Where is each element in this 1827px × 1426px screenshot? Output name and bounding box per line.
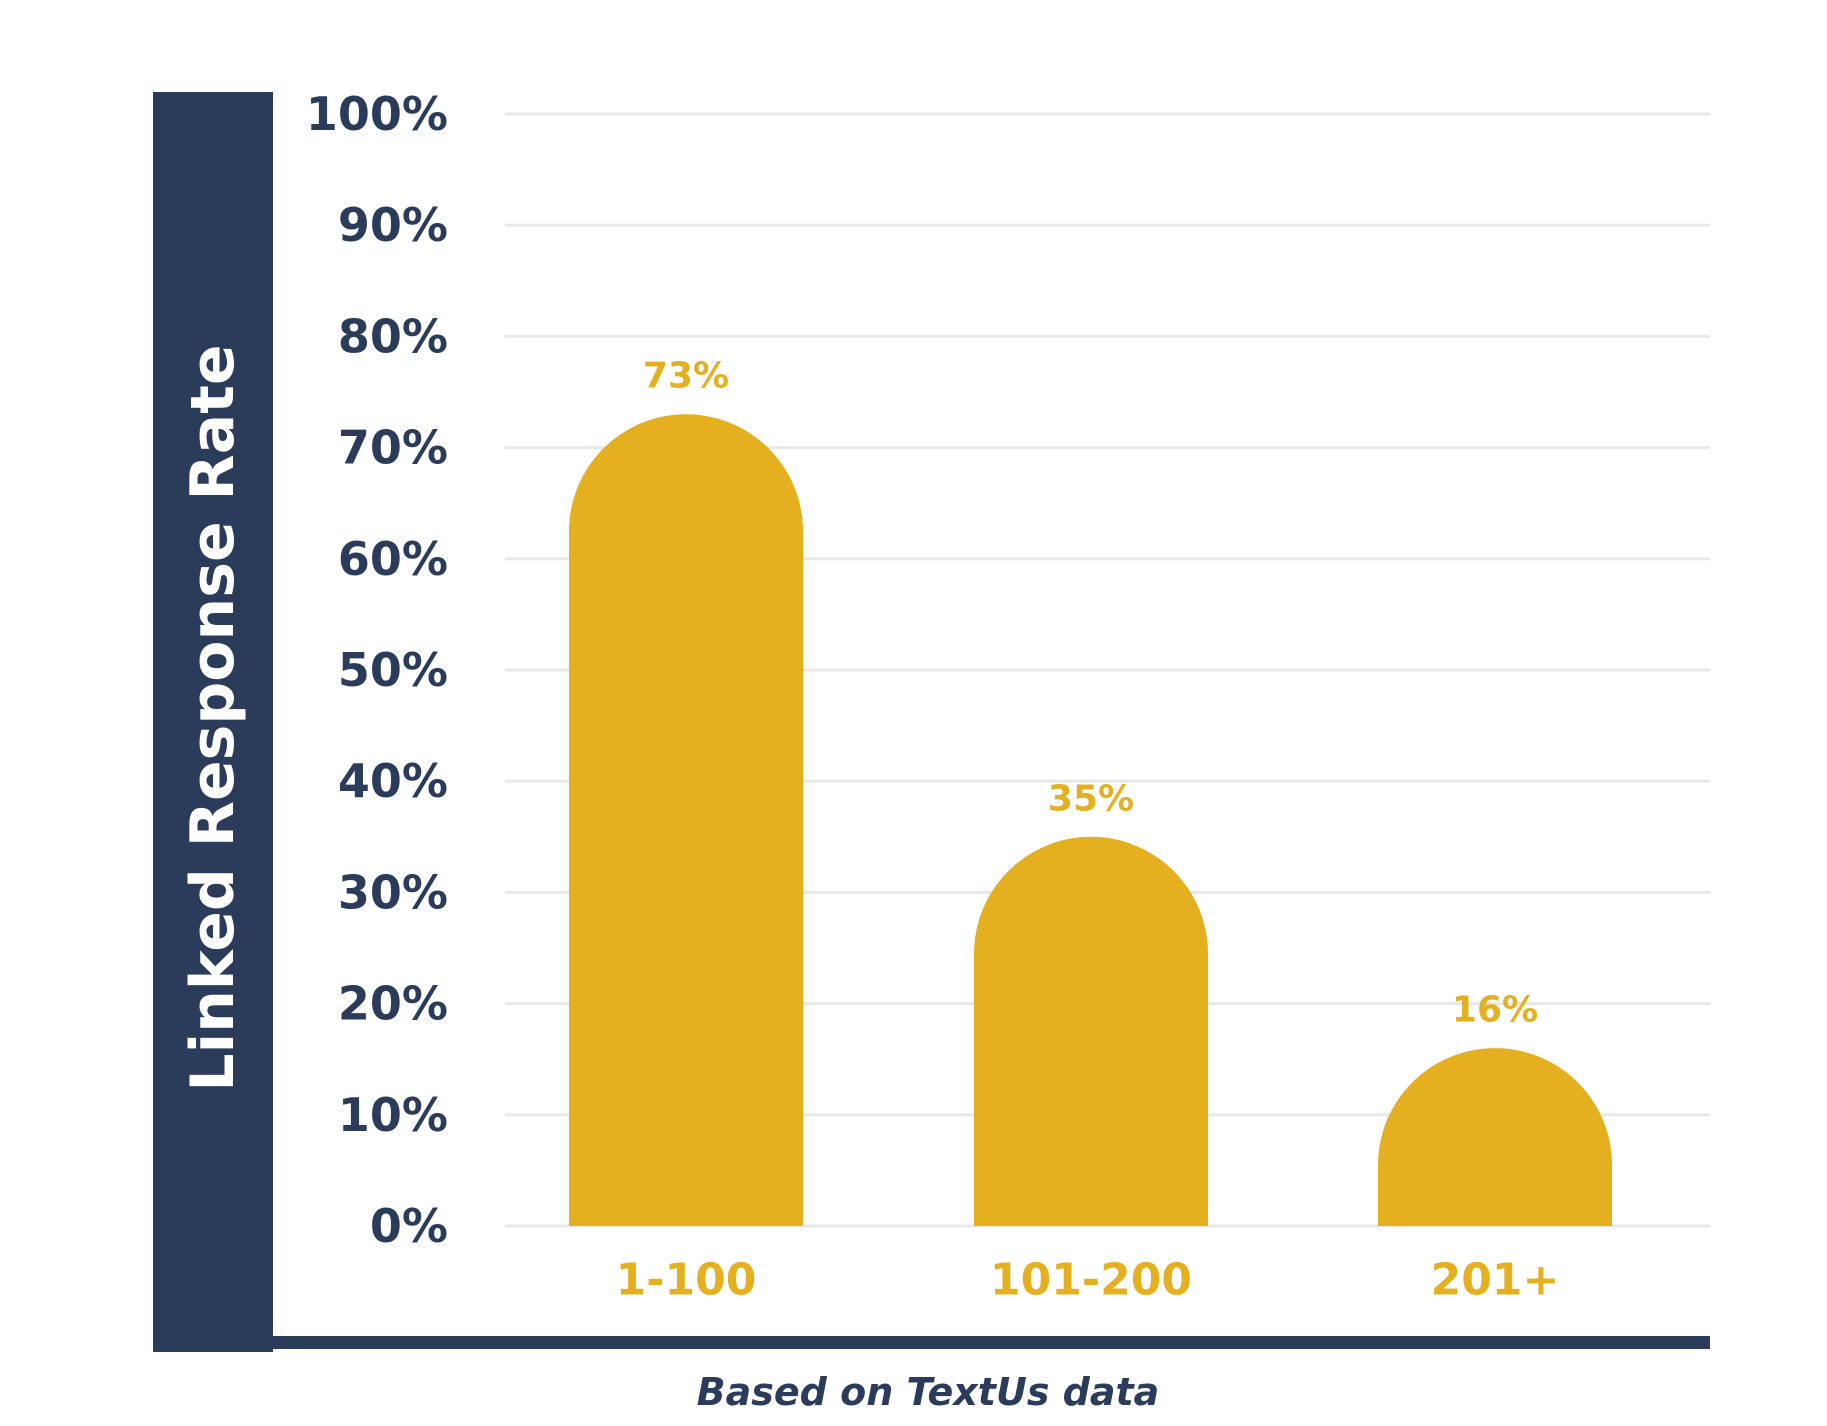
y-tick-label: 40% (338, 754, 448, 808)
data-label: 73% (643, 356, 729, 397)
data-label: 35% (1048, 778, 1134, 819)
bar-1 (569, 414, 803, 1227)
y-tick-label: 30% (338, 865, 448, 919)
x-category-label: 201+ (1431, 1255, 1560, 1306)
y-tick-label: 100% (306, 87, 448, 141)
x-axis-line (153, 1336, 1710, 1349)
bar-2 (974, 836, 1208, 1226)
x-axis-categories: 1-100 101-200 201+ (616, 1255, 1560, 1306)
chart-caption: Based on TextUs data (697, 1370, 1160, 1414)
y-tick-label: 90% (338, 198, 448, 252)
bars (569, 414, 1612, 1227)
y-tick-label: 0% (370, 1199, 448, 1253)
data-label: 16% (1452, 990, 1538, 1031)
y-tick-label: 20% (338, 977, 448, 1031)
y-tick-label: 80% (338, 309, 448, 363)
y-axis-ticks: 0% 10% 20% 30% 40% 50% 60% 70% 80% 90% 100% (306, 87, 448, 1253)
y-tick-label: 60% (338, 532, 448, 586)
y-tick-label: 70% (338, 421, 448, 475)
ylabel-panel (153, 92, 273, 1352)
y-tick-label: 10% (338, 1088, 448, 1142)
x-category-label: 1-100 (616, 1255, 757, 1306)
y-tick-label: 50% (338, 643, 448, 697)
x-category-label: 101-200 (990, 1255, 1192, 1306)
data-labels: 73% 35% 16% (643, 356, 1538, 1031)
y-axis-label: Linked Response Rate (178, 344, 248, 1091)
bar-3 (1378, 1048, 1612, 1226)
